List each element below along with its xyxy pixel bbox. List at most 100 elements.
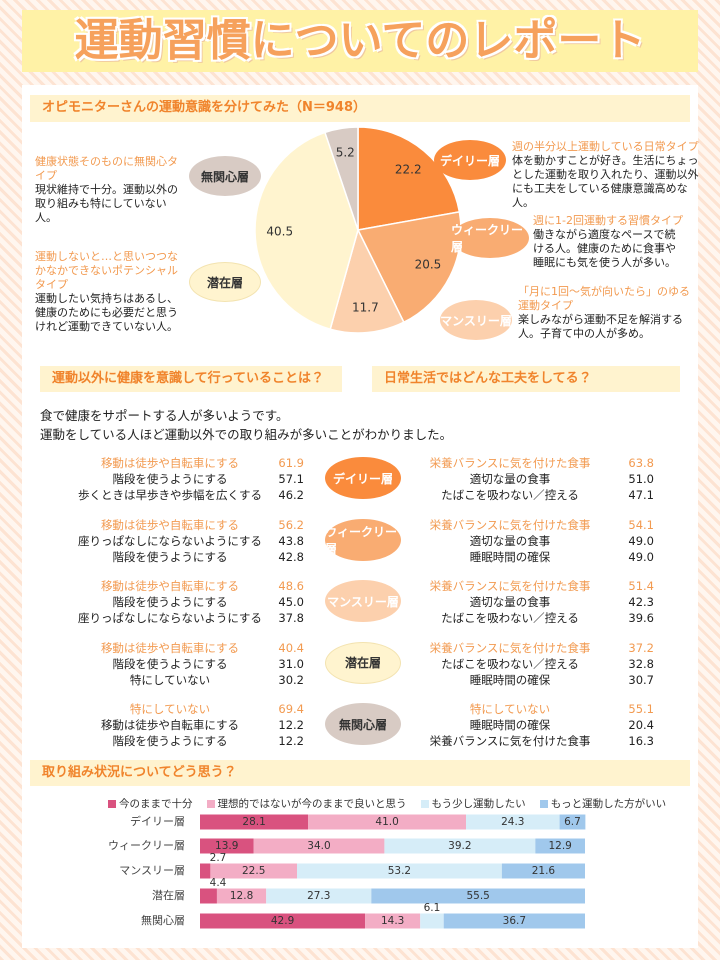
item-label: 睡眠時間の確保 xyxy=(469,718,551,732)
item-label: 移動は徒歩や自転車にする xyxy=(100,456,240,470)
item-label: 座りっぱなしにならないようにする xyxy=(78,611,262,625)
item-label: 特にしていない xyxy=(469,702,551,716)
bar-value-label: 22.5 xyxy=(242,865,265,877)
description-heading: 週の半分以上運動している日常タイプ xyxy=(512,140,699,153)
bar-value-label: 6.7 xyxy=(564,816,581,828)
legend-swatch xyxy=(539,799,548,808)
segment-badge: デイリー層 xyxy=(325,457,401,499)
item-label: 栄養バランスに気を付けた食事 xyxy=(429,579,591,593)
bar-segment xyxy=(535,838,585,854)
intro-text: 食で健康をサポートする人が多いようです。 xyxy=(40,408,289,423)
description-heading: 「月に1回〜気が向いたら」のゆる運動タイプ xyxy=(518,285,690,312)
description-heading: 週に1-2回運動する習慣タイプ xyxy=(533,214,683,227)
bar-value-label: 6.1 xyxy=(424,902,441,914)
legend-label: もっと運動した方がいい xyxy=(550,798,667,810)
item-label: 適切な量の食事 xyxy=(469,472,551,486)
item-label: 適切な量の食事 xyxy=(469,533,551,548)
bar-value-label: 13.9 xyxy=(215,840,238,852)
category-label: マンスリー層 xyxy=(119,864,185,877)
bar-value-label: 41.0 xyxy=(375,816,398,828)
bar-segment xyxy=(200,814,309,830)
item-label: 階段を使うようにする xyxy=(112,549,228,564)
item-label: 移動は徒歩や自転車にする xyxy=(100,640,240,655)
segment-badge: 潜在層 xyxy=(325,641,401,684)
item-value: 56.2 xyxy=(278,517,304,532)
bar-value-label: 42.9 xyxy=(271,915,294,927)
legend-item: 理想的ではないが今のままで良いと思う xyxy=(206,796,407,811)
segment-badge: ウィークリー層 xyxy=(325,518,401,561)
bar-segment xyxy=(200,863,211,879)
item-value: 48.6 xyxy=(278,579,304,593)
item-value: 20.4 xyxy=(628,718,654,732)
bar-segment xyxy=(200,888,217,904)
bar-value-label: 27.3 xyxy=(307,890,330,902)
pie-slice xyxy=(357,126,461,231)
item-label: 移動は徒歩や自転車にする xyxy=(100,718,240,732)
item-value: 63.8 xyxy=(628,456,654,470)
bar-segment xyxy=(253,838,385,854)
slice-label: 5.2 xyxy=(336,145,355,159)
item-value: 47.1 xyxy=(628,488,654,502)
bar-value-label: 12.9 xyxy=(548,840,571,852)
segment-badge: マンスリー層 xyxy=(325,580,401,622)
item-label: 特にしていない xyxy=(129,702,211,716)
segment-description: 運動しないと…と思いつつなかなかできないポテンシャルタイプ 運動したい気持ちはある… xyxy=(35,250,187,334)
segment-description: 「月に1回〜気が向いたら」のゆる運動タイプ 楽しみながら運動不足を解消する人。子育… xyxy=(518,285,690,341)
bar-segment xyxy=(266,888,372,904)
segment-description: 週に1-2回運動する習慣タイプ 働きながら適度なペースで続ける人。健康のために食事… xyxy=(533,214,685,270)
item-value: 30.2 xyxy=(278,672,304,687)
item-value: 39.6 xyxy=(628,611,654,625)
description-text: 運動したい気持ちはあるし、健康のためにも必要だと思うけれど運動できていない人。 xyxy=(35,292,178,333)
legend-swatch xyxy=(420,799,429,808)
legend-label: 理想的ではないが今のままで良いと思う xyxy=(217,798,407,810)
item-label: 階段を使うようにする xyxy=(112,656,228,671)
legend-label: もう少し運動したい xyxy=(431,798,526,810)
item-value: 42.3 xyxy=(628,595,654,609)
bar-segment xyxy=(420,913,444,929)
item-value: 54.1 xyxy=(628,517,654,532)
bar-segment xyxy=(210,863,298,879)
item-value: 55.1 xyxy=(628,702,654,716)
item-value: 12.2 xyxy=(278,718,304,732)
bar-value-label: 2.7 xyxy=(210,852,227,864)
item-label: たばこを吸わない／控える xyxy=(441,611,579,625)
section-header: 日常生活ではどんな工夫をしてる？ xyxy=(372,366,680,392)
category-label: ウィークリー層 xyxy=(108,839,185,852)
description-text: 働きながら適度なペースで続ける人。健康のために食事や睡眠にも気を使う人が多い。 xyxy=(533,228,676,269)
item-label: 栄養バランスに気を付けた食事 xyxy=(429,734,591,748)
description-heading: 健康状態そのものに無関心タイプ xyxy=(35,155,178,182)
pie-slice xyxy=(324,126,359,231)
legend-item: もう少し運動したい xyxy=(420,796,526,811)
item-value: 69.4 xyxy=(278,702,304,716)
bar-segment xyxy=(297,863,502,879)
slice-label: 11.7 xyxy=(352,300,379,314)
bar-segment xyxy=(559,814,586,830)
bar-segment xyxy=(200,838,254,854)
item-value: 12.2 xyxy=(278,734,304,748)
bar-value-label: 28.1 xyxy=(242,816,265,828)
item-value: 42.8 xyxy=(278,549,304,564)
legend-swatch xyxy=(206,799,215,808)
slice-label: 22.2 xyxy=(395,162,422,176)
description-text: 体を動かすことが好き。生活にちょっとした運動を取り入れたり、運動以外にも工夫をし… xyxy=(512,154,699,209)
item-label: 栄養バランスに気を付けた食事 xyxy=(429,517,591,532)
segment-badge: ウィークリー層 xyxy=(451,218,529,258)
item-value: 49.0 xyxy=(628,549,654,564)
category-label: 無関心層 xyxy=(141,913,185,927)
segment-description: 健康状態そのものに無関心タイプ 現状維持で十分。運動以外の取り組みも特にしていない… xyxy=(35,155,187,225)
item-value: 43.8 xyxy=(278,533,304,548)
legend-swatch xyxy=(108,799,116,808)
item-value: 32.8 xyxy=(628,656,654,671)
bar-value-label: 14.3 xyxy=(381,915,404,927)
bar-value-label: 55.5 xyxy=(466,890,489,902)
legend-item: もっと運動した方がいい xyxy=(539,796,667,811)
bar-segment xyxy=(216,888,267,904)
legend: 今のままで十分 理想的ではないが今のままで良いと思う もう少し運動したい もっと運動し… xyxy=(108,796,666,811)
segment-badge: デイリー層 xyxy=(434,140,506,180)
bar-value-label: 4.4 xyxy=(210,877,227,889)
item-label: 階段を使うようにする xyxy=(112,734,228,748)
segment-badge: マンスリー層 xyxy=(440,300,512,340)
item-label: たばこを吸わない／控える xyxy=(441,488,579,502)
item-label: 睡眠時間の確保 xyxy=(469,672,551,687)
